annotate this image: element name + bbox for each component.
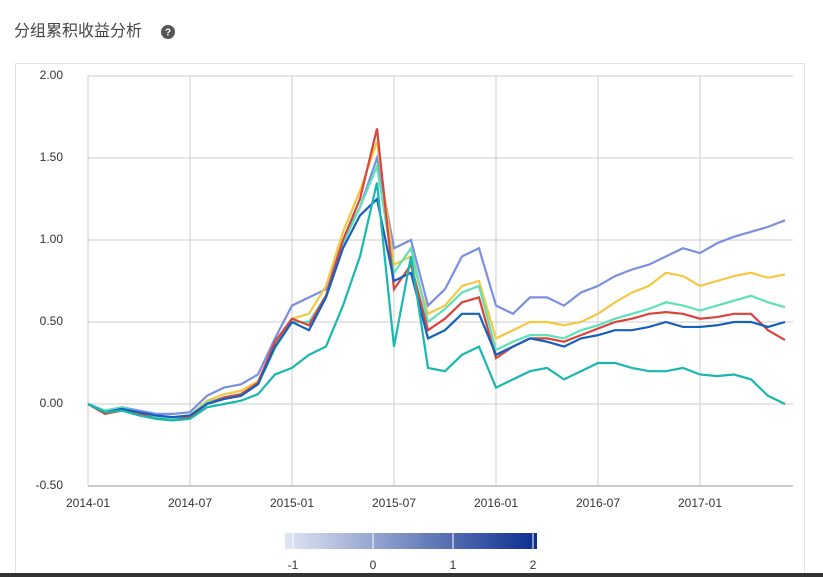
- panel: [15, 63, 805, 577]
- x-tick-label: 2015-07: [372, 496, 416, 510]
- colorbar: [285, 533, 537, 549]
- chart-title: 分组累积收益分析: [14, 22, 142, 40]
- x-tick-label: 2016-07: [576, 496, 620, 510]
- colorbar-label: 0: [370, 558, 377, 572]
- x-tick-label: 2016-01: [474, 496, 518, 510]
- x-tick-label: 2015-01: [270, 496, 314, 510]
- help-icon[interactable]: ?: [161, 25, 175, 39]
- colorbar-label: -1: [288, 558, 299, 572]
- y-tick-label: 0.50: [40, 314, 64, 328]
- y-tick-label: 1.00: [40, 232, 64, 246]
- series-line: [87, 162, 786, 420]
- series-line: [87, 141, 786, 419]
- y-tick-label: 2.00: [40, 68, 64, 82]
- y-tick-label: 1.50: [40, 150, 64, 164]
- svg-text:?: ?: [165, 28, 171, 39]
- x-tick-label: 2014-07: [168, 496, 212, 510]
- y-tick-label: -0.50: [36, 478, 64, 492]
- series-line: [87, 128, 786, 422]
- x-tick-label: 2014-01: [66, 496, 110, 510]
- y-tick-label: 0.00: [40, 396, 64, 410]
- colorbar-label: 1: [450, 558, 457, 572]
- x-tick-label: 2017-01: [678, 496, 722, 510]
- colorbar-label: 2: [530, 558, 537, 572]
- series-line: [87, 196, 786, 419]
- series-line: [87, 182, 786, 422]
- series-line: [87, 153, 786, 415]
